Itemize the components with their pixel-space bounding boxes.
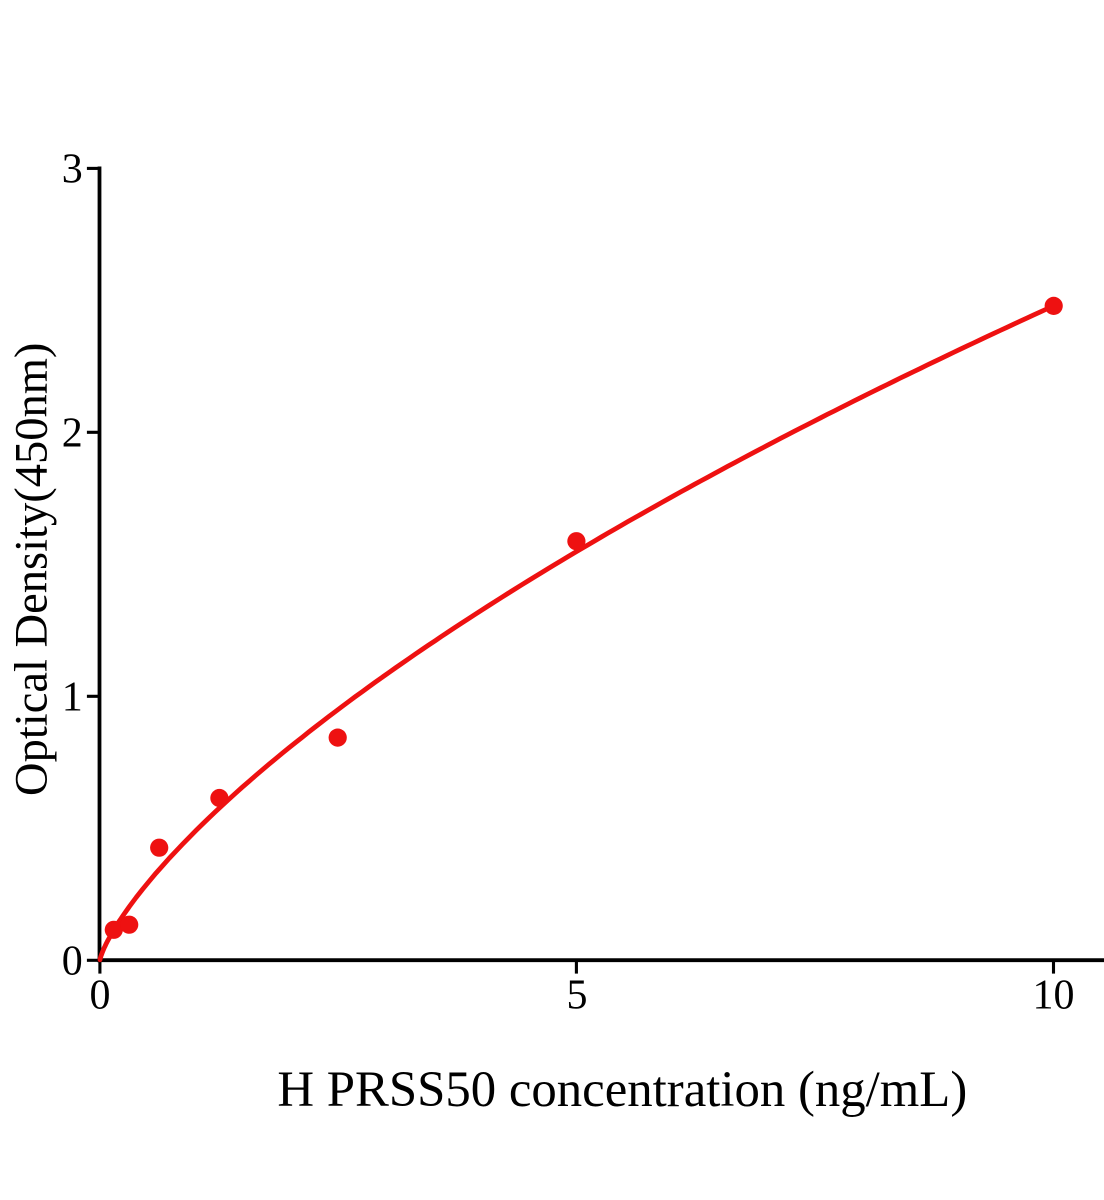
svg-text:1: 1: [62, 675, 83, 721]
svg-text:0: 0: [62, 939, 83, 985]
svg-text:5: 5: [567, 972, 588, 1018]
svg-text:Optical Density(450nm): Optical Density(450nm): [7, 343, 58, 796]
svg-text:0: 0: [90, 972, 111, 1018]
svg-text:2: 2: [62, 411, 83, 457]
svg-text:10: 10: [1033, 972, 1075, 1018]
svg-text:H PRSS50 concentration (ng/mL): H PRSS50 concentration (ng/mL): [277, 1061, 967, 1117]
svg-text:3: 3: [62, 147, 83, 193]
